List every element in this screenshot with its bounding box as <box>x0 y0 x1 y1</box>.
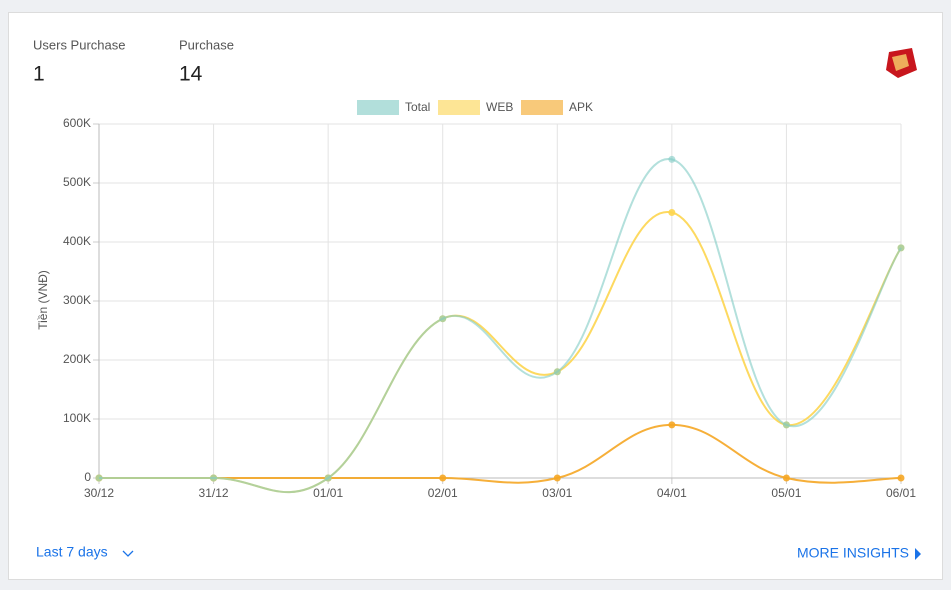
point <box>439 474 447 482</box>
legend-swatch <box>521 100 563 115</box>
range-selector[interactable]: Last 7 days <box>36 544 134 560</box>
link-label[interactable]: MORE INSIGHTS <box>797 545 909 561</box>
point <box>439 315 447 323</box>
legend-label: Total <box>405 100 430 114</box>
stat-value: 14 <box>179 63 203 86</box>
x-tick-label: 06/01 <box>886 486 916 500</box>
x-tick-label: 30/12 <box>84 486 114 500</box>
legend-swatch <box>357 100 399 115</box>
card-bg <box>8 12 943 580</box>
stat-label: Users Purchase <box>33 37 125 52</box>
point <box>897 244 905 252</box>
stat-value: 1 <box>33 63 45 86</box>
more-insights[interactable]: MORE INSIGHTS <box>797 545 921 561</box>
y-tick-label: 500K <box>63 175 91 189</box>
y-tick-label: 100K <box>63 411 91 425</box>
logo <box>886 48 917 78</box>
chevron <box>122 550 134 557</box>
point <box>897 474 905 482</box>
y-tick-label: 200K <box>63 352 91 366</box>
point <box>553 368 561 376</box>
point <box>782 474 790 482</box>
point <box>668 209 676 216</box>
legend-label: APK <box>569 100 593 114</box>
point <box>324 474 332 482</box>
stat-label: Purchase <box>179 37 234 52</box>
legend-swatch <box>438 100 480 115</box>
point <box>782 421 790 429</box>
point <box>210 474 218 482</box>
point <box>95 474 103 482</box>
y-axis-label: Tiền (VNĐ) <box>36 270 50 330</box>
y-tick-label: 300K <box>63 293 91 307</box>
x-tick-label: 03/01 <box>542 486 572 500</box>
y-tick-label: 600K <box>63 116 91 130</box>
x-tick-label: 01/01 <box>313 486 343 500</box>
point <box>668 421 676 429</box>
y-tick-label: 0 <box>84 470 91 484</box>
point <box>553 474 561 482</box>
range-label[interactable]: Last 7 days <box>36 544 108 560</box>
x-tick-label: 04/01 <box>657 486 687 500</box>
x-tick-label: 05/01 <box>771 486 801 500</box>
point <box>668 155 676 163</box>
line <box>99 423 902 484</box>
y-tick-label: 400K <box>63 234 91 248</box>
arrow <box>915 548 921 560</box>
x-tick-label: 02/01 <box>428 486 458 500</box>
legend-label: WEB <box>486 100 513 114</box>
x-tick-label: 31/12 <box>199 486 229 500</box>
